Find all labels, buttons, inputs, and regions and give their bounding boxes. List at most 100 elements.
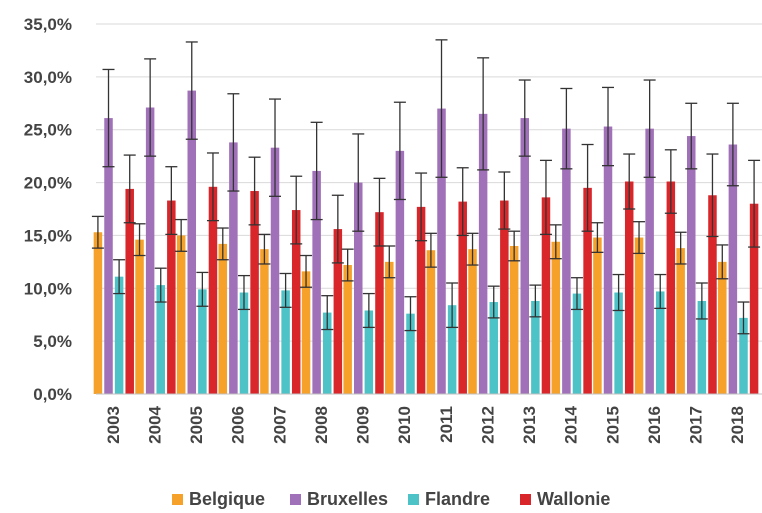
bar-flandre-2006 bbox=[239, 292, 249, 394]
error-bar-belgique-2013 bbox=[508, 230, 521, 262]
error-bar-bruxelles-2009 bbox=[352, 133, 365, 232]
bar-bruxelles-2005 bbox=[187, 90, 197, 394]
bar-wallonie-2014 bbox=[583, 187, 592, 394]
bar-bruxelles-2003 bbox=[104, 118, 113, 394]
error-bar-belgique-2005 bbox=[175, 218, 188, 252]
error-bar-bruxelles-2016 bbox=[643, 79, 656, 178]
legend-swatch bbox=[520, 494, 531, 505]
bar-flandre-2011 bbox=[447, 305, 457, 394]
bar-bruxelles-2011 bbox=[437, 108, 446, 395]
bar-belgique-2011 bbox=[426, 250, 436, 394]
bar-wallonie-2015 bbox=[624, 181, 634, 394]
error-bar-wallonie-2014 bbox=[581, 143, 594, 232]
error-bar-flandre-2012 bbox=[487, 285, 500, 319]
error-bar-flandre-2013 bbox=[529, 284, 542, 318]
bar-belgique-2009 bbox=[343, 265, 352, 394]
error-bar-bruxelles-2011 bbox=[435, 39, 448, 178]
bar-wallonie-2018 bbox=[749, 203, 759, 394]
bar-flandre-2009 bbox=[364, 310, 374, 394]
bar-wallonie-2011 bbox=[458, 201, 467, 394]
y-tick-label: 20,0% bbox=[24, 174, 72, 193]
bar-bruxelles-2015 bbox=[603, 126, 613, 395]
legend-swatch bbox=[408, 494, 419, 505]
bar-flandre-2004 bbox=[156, 285, 165, 394]
y-tick-label: 15,0% bbox=[24, 226, 72, 245]
error-bar-flandre-2006 bbox=[237, 274, 250, 311]
error-bar-flandre-2011 bbox=[446, 282, 459, 329]
legend-label: Wallonie bbox=[537, 489, 610, 509]
x-tick-label: 2013 bbox=[520, 406, 539, 444]
bar-belgique-2012 bbox=[468, 249, 477, 394]
bar-flandre-2018 bbox=[739, 317, 748, 394]
x-tick-label: 2003 bbox=[104, 406, 123, 444]
error-bars bbox=[91, 39, 761, 335]
error-bar-belgique-2006 bbox=[216, 227, 229, 261]
x-tick-label: 2014 bbox=[562, 405, 581, 443]
y-tick-label: 30,0% bbox=[24, 68, 72, 87]
error-bar-belgique-2008 bbox=[300, 254, 313, 288]
bar-bruxelles-2009 bbox=[354, 182, 363, 394]
bar-wallonie-2009 bbox=[375, 212, 384, 394]
error-bar-wallonie-2007 bbox=[290, 175, 303, 245]
error-bar-belgique-2015 bbox=[591, 222, 604, 253]
bar-wallonie-2008 bbox=[333, 229, 343, 394]
error-bar-wallonie-2018 bbox=[748, 159, 761, 248]
legend-item-bruxelles: Bruxelles bbox=[290, 489, 388, 509]
y-tick-label: 10,0% bbox=[24, 279, 72, 298]
bar-bruxelles-2008 bbox=[312, 170, 321, 394]
bar-bruxelles-2013 bbox=[520, 118, 530, 394]
error-bar-belgique-2007 bbox=[258, 233, 271, 265]
x-tick-label: 2007 bbox=[270, 406, 289, 444]
error-bar-wallonie-2016 bbox=[664, 149, 677, 214]
error-bar-flandre-2010 bbox=[404, 296, 417, 332]
x-tick-label: 2006 bbox=[229, 406, 248, 444]
error-bar-bruxelles-2012 bbox=[477, 57, 490, 171]
error-bar-bruxelles-2010 bbox=[393, 101, 406, 201]
error-bar-flandre-2005 bbox=[196, 271, 209, 307]
error-bar-wallonie-2010 bbox=[415, 172, 428, 242]
error-bar-bruxelles-2007 bbox=[269, 98, 282, 197]
x-axis-tick-labels: 2003 2004 2005 2006 2007 2008 2009 2010 2011 2012… bbox=[104, 405, 747, 443]
bar-belgique-2014 bbox=[551, 241, 561, 394]
bar-belgique-2018 bbox=[718, 261, 727, 394]
error-bar-belgique-2012 bbox=[466, 232, 479, 266]
bar-bruxelles-2014 bbox=[562, 128, 571, 394]
bar-belgique-2008 bbox=[301, 271, 311, 394]
y-tick-label: 25,0% bbox=[24, 121, 72, 140]
bar-bruxelles-2018 bbox=[728, 144, 738, 394]
bar-belgique-2005 bbox=[176, 235, 186, 394]
bar-flandre-2007 bbox=[281, 290, 290, 394]
y-axis-tick-labels: 0,0% 5,0% 10,0% 15,0% 20,0% 25,0% 30,0% 35,0% bbox=[24, 15, 72, 404]
bar-wallonie-2017 bbox=[708, 195, 717, 394]
bar-wallonie-2006 bbox=[250, 191, 259, 394]
bar-wallonie-2010 bbox=[416, 206, 426, 394]
bar-belgique-2015 bbox=[593, 237, 602, 394]
x-tick-label: 2010 bbox=[395, 406, 414, 444]
x-tick-label: 2008 bbox=[312, 406, 331, 444]
bar-flandre-2014 bbox=[572, 293, 582, 394]
x-tick-label: 2011 bbox=[437, 406, 456, 443]
error-bar-flandre-2014 bbox=[570, 277, 583, 311]
error-bar-bruxelles-2004 bbox=[144, 58, 157, 157]
bar-wallonie-2016 bbox=[666, 181, 676, 394]
bar-bruxelles-2007 bbox=[270, 147, 280, 394]
bar-wallonie-2013 bbox=[541, 197, 551, 394]
bar-bruxelles-2017 bbox=[687, 136, 696, 395]
legend-label: Flandre bbox=[425, 489, 490, 509]
legend-label: Bruxelles bbox=[307, 489, 388, 509]
bar-belgique-2013 bbox=[509, 246, 519, 394]
legend-label: Belgique bbox=[189, 489, 265, 509]
bar-belgique-2006 bbox=[218, 243, 228, 394]
legend: Belgique Bruxelles Flandre Wallonie bbox=[172, 489, 610, 509]
error-bar-belgique-2009 bbox=[341, 248, 354, 282]
error-bar-flandre-2004 bbox=[154, 267, 167, 303]
bar-belgique-2003 bbox=[93, 232, 103, 394]
error-bar-wallonie-2005 bbox=[206, 152, 219, 222]
bar-flandre-2017 bbox=[697, 300, 707, 394]
error-bar-flandre-2003 bbox=[113, 259, 126, 295]
bar-bruxelles-2006 bbox=[229, 142, 238, 394]
y-tick-label: 5,0% bbox=[33, 332, 72, 351]
error-bar-flandre-2009 bbox=[362, 292, 375, 329]
error-bar-belgique-2003 bbox=[91, 215, 104, 249]
